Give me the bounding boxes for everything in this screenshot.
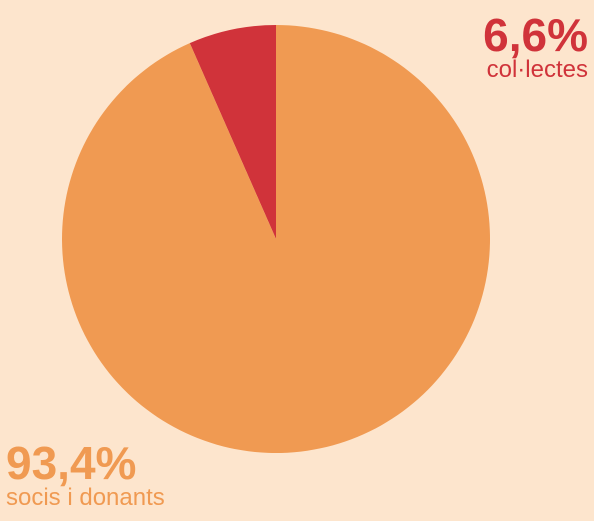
pie-slice-socis-i-donants bbox=[62, 25, 491, 453]
pie-slice-col-lectes bbox=[189, 25, 276, 239]
slice-percent-socis-i-donants: 93,4% bbox=[6, 437, 137, 489]
pie-slices bbox=[62, 25, 491, 453]
slice-percent-collectes: 6,6% bbox=[483, 9, 588, 61]
slice-category-collectes: col·lectes bbox=[486, 56, 588, 83]
slice-category-socis-i-donants: socis i donants bbox=[6, 484, 165, 511]
slice-label-collectes: 6,6% col·lectes bbox=[483, 12, 588, 82]
slice-label-socis-i-donants: 93,4% socis i donants bbox=[6, 440, 165, 510]
